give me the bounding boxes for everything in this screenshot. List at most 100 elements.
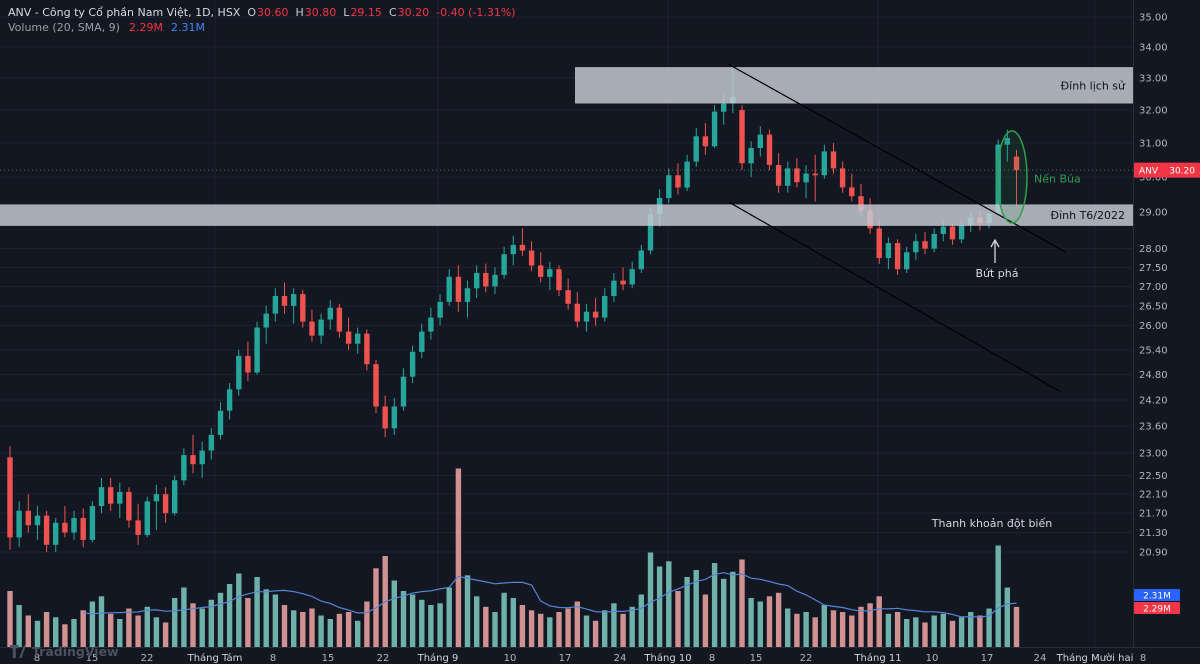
volume-bar	[995, 545, 1001, 647]
price-badge-symbol: ANV	[1139, 167, 1159, 177]
price-axis[interactable]: 35.00 34.00 33.00 32.00 31.00 30.00 29.00 28.00…	[1133, 0, 1168, 648]
volume-badge-bg	[1134, 602, 1180, 614]
candle-body	[53, 522, 59, 545]
volume-bar	[400, 591, 407, 647]
price-axis-label: 22.10	[1139, 490, 1168, 501]
volume-bar	[364, 601, 370, 647]
price-axis-label: 22.50	[1139, 471, 1168, 482]
time-axis-label: 22	[141, 653, 154, 664]
volume-bar	[190, 603, 196, 648]
volume-bar	[1013, 606, 1020, 647]
volume-bar	[208, 599, 214, 648]
price-axis-label: 30.00	[1139, 173, 1168, 184]
volume-ma-value: 2.31M	[170, 21, 205, 34]
volume-badge: 2.31M	[1134, 589, 1180, 602]
volume-bar	[254, 577, 260, 647]
candle-body	[400, 376, 407, 407]
price-axis-label: 27.50	[1139, 263, 1168, 274]
candle-body	[958, 224, 965, 240]
volume-bar	[977, 615, 983, 647]
volume-bar	[71, 619, 77, 647]
volume-bar	[876, 596, 882, 648]
trend-channel-line[interactable]	[728, 201, 1061, 393]
candle-body	[300, 294, 306, 322]
volume-bar	[89, 601, 96, 647]
candle-body	[949, 226, 956, 240]
time-axis[interactable]: 8 15 22 Tháng Tám 8 15 22 Tháng 9 10 17 24 Tháng 10…	[0, 647, 1200, 664]
candle-body	[547, 269, 553, 277]
price-axis-label: 24.80	[1139, 370, 1168, 381]
candle-body	[437, 301, 443, 318]
candle-body	[409, 351, 416, 377]
candle-body	[281, 296, 288, 306]
candle-body	[702, 136, 709, 147]
volume-bar	[858, 606, 864, 648]
price-axis-label: 31.00	[1139, 139, 1168, 150]
volume-bar	[25, 615, 31, 647]
volume-bar	[986, 608, 992, 647]
price-axis-label: 20.90	[1139, 548, 1168, 559]
volume-bar	[830, 610, 837, 648]
volume-value: 2.29M	[128, 21, 163, 34]
volume-bar	[913, 617, 919, 648]
zone-annotation[interactable]: Đỉnh T6/2022	[0, 204, 1133, 226]
price-axis-label: 33.00	[1139, 74, 1168, 85]
hammer-ellipse[interactable]	[996, 130, 1028, 224]
candle-body	[757, 134, 763, 148]
candle-body	[611, 280, 617, 296]
candle-body	[263, 313, 269, 328]
candle-body	[364, 333, 370, 365]
symbol-title[interactable]: ANV - Công ty Cổ phần Nam Việt, 1D, HSX	[8, 6, 241, 19]
volume-bar	[455, 468, 462, 647]
candle-body	[995, 144, 1001, 214]
candle-body	[885, 243, 892, 258]
low-label: L	[343, 6, 350, 19]
volume-bar	[775, 592, 782, 648]
close-value: 30.20	[397, 6, 430, 19]
volume-bar	[318, 615, 324, 647]
volume-bar	[538, 613, 544, 648]
candle-body	[428, 317, 434, 332]
volume-bar	[327, 619, 333, 647]
candle-body	[711, 111, 718, 147]
candle-body	[894, 243, 901, 270]
price-axis-label: 21.70	[1139, 509, 1168, 520]
volume-bar	[922, 622, 928, 647]
tradingview-watermark[interactable]: TradingView	[10, 644, 119, 659]
time-axis-label: 22	[377, 653, 390, 664]
volume-bar	[556, 612, 562, 647]
volume-bar	[281, 605, 288, 647]
candle-body	[1004, 138, 1010, 145]
candle-body	[766, 134, 773, 165]
candle-body	[373, 364, 379, 407]
candle-body	[830, 151, 837, 169]
candle-body	[126, 491, 132, 521]
candle-body	[464, 288, 471, 302]
zone-annotation[interactable]: Đỉnh lịch sử	[575, 67, 1133, 104]
volume-bar	[419, 599, 425, 648]
volume-bar	[483, 606, 489, 648]
volume-bar	[693, 570, 699, 647]
candle-body	[510, 244, 516, 255]
trend-channel-line[interactable]	[727, 63, 1067, 253]
volume-legend-row: Volume (20, SMA, 9) 2.29M 2.31M	[8, 20, 516, 35]
volume-bar	[656, 566, 663, 647]
volume-bar	[80, 610, 86, 648]
time-axis-label: 17	[981, 653, 994, 664]
volume-bar	[620, 613, 626, 648]
volume-indicator-title[interactable]: Volume (20, SMA, 9)	[8, 21, 120, 34]
volume-bar	[794, 613, 800, 648]
volume-bar	[565, 608, 571, 647]
price-axis-label: 32.00	[1139, 106, 1168, 117]
price-axis-label: 34.00	[1139, 43, 1168, 54]
candle-body	[821, 151, 827, 176]
volume-bar	[501, 592, 507, 648]
volume-bar	[583, 615, 590, 647]
candle-body	[291, 294, 297, 306]
candle-body	[217, 410, 224, 435]
candle-body	[245, 355, 251, 373]
time-axis-label: 8	[270, 653, 276, 664]
volume-bar	[638, 594, 644, 647]
